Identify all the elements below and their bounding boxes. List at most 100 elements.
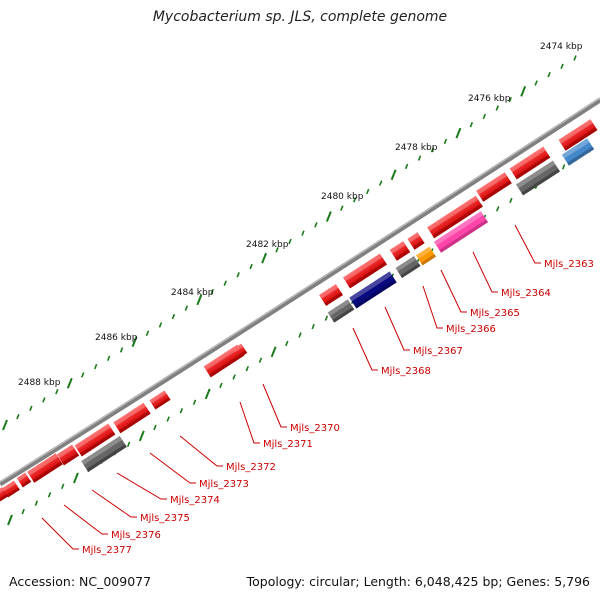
gene-block bbox=[74, 423, 116, 457]
tick-mark bbox=[249, 263, 253, 270]
tick-mark bbox=[404, 163, 409, 170]
tick-mark bbox=[166, 416, 170, 422]
gene-label: Mjls_2368 bbox=[381, 366, 431, 377]
gene-block bbox=[561, 138, 595, 166]
tick-mark bbox=[469, 122, 474, 128]
gene-labels: Mjls_2363 Mjls_2364 Mjls_2365 Mjls_2366 Mjls… bbox=[82, 259, 594, 556]
gene-label: Mjls_2374 bbox=[170, 495, 220, 506]
gene-label: Mjls_2364 bbox=[501, 288, 551, 299]
tick-mark bbox=[298, 332, 302, 338]
map-title: Mycobacterium sp. JLS, complete genome bbox=[152, 9, 448, 25]
gene-block bbox=[0, 487, 9, 503]
tick-mark bbox=[378, 180, 383, 186]
label-leader-line bbox=[262, 383, 287, 428]
tick-mark bbox=[275, 247, 279, 253]
gene-label: Mjls_2373 bbox=[199, 479, 249, 490]
gene-block bbox=[149, 390, 171, 410]
gene-block bbox=[416, 246, 436, 266]
kbp-label: 2480 kbp bbox=[321, 192, 364, 202]
accession-text: Accession: NC_009077 bbox=[9, 574, 152, 589]
kbp-labels: 2474 kbp 2476 kbp 2478 kbp 2480 kbp 2482 kbp… bbox=[18, 42, 583, 388]
tick-mark bbox=[29, 405, 33, 412]
tick-mark bbox=[16, 413, 20, 420]
gene-block bbox=[319, 284, 343, 306]
tick-mark bbox=[495, 105, 499, 111]
tick-mark bbox=[145, 330, 150, 336]
tick-mark bbox=[430, 147, 435, 153]
tick-mark bbox=[66, 377, 73, 389]
tick-mark bbox=[561, 164, 566, 170]
tick-mark bbox=[270, 346, 277, 358]
gene-features bbox=[0, 119, 598, 503]
gene-block bbox=[558, 119, 598, 151]
label-leader-line bbox=[384, 306, 410, 351]
tick-mark bbox=[7, 514, 13, 526]
gene-label: Mjls_2365 bbox=[470, 308, 520, 319]
gene-block bbox=[343, 253, 387, 289]
tick-mark bbox=[223, 280, 227, 286]
genome-backbone-highlight bbox=[0, 97, 600, 483]
tick-mark bbox=[184, 305, 189, 311]
tick-mark bbox=[192, 399, 197, 405]
tick-mark bbox=[417, 155, 422, 161]
kbp-label: 2482 kbp bbox=[246, 240, 289, 250]
gene-block bbox=[516, 160, 560, 196]
gene-block bbox=[203, 344, 245, 378]
tick-mark bbox=[508, 97, 512, 103]
tick-mark bbox=[55, 388, 59, 395]
tick-mark bbox=[47, 492, 52, 498]
label-leader-line bbox=[352, 327, 378, 371]
tick-mark bbox=[520, 85, 527, 97]
tick-mark bbox=[196, 294, 203, 306]
tick-mark bbox=[482, 113, 487, 120]
tick-mark bbox=[93, 363, 98, 370]
label-leader-line bbox=[239, 401, 260, 444]
tick-mark bbox=[288, 238, 292, 245]
gene-block bbox=[395, 255, 421, 279]
gene-block bbox=[389, 241, 411, 261]
tick-mark bbox=[72, 472, 79, 484]
tick-mark bbox=[232, 374, 236, 380]
tick-mark bbox=[158, 322, 163, 328]
tick-mark bbox=[261, 252, 268, 264]
gene-block bbox=[433, 211, 489, 253]
gene-block bbox=[2, 480, 20, 498]
gene-label: Mjls_2363 bbox=[544, 259, 594, 270]
tick-mark bbox=[245, 365, 249, 372]
gene-block bbox=[327, 299, 355, 323]
tick-mark bbox=[34, 500, 39, 506]
tick-mark bbox=[236, 272, 240, 278]
gene-label: Mjls_2372 bbox=[226, 462, 276, 473]
gene-block bbox=[232, 343, 248, 359]
tick-mark bbox=[301, 230, 305, 236]
tick-mark bbox=[179, 407, 184, 414]
gene-block bbox=[81, 436, 127, 472]
tick-mark bbox=[324, 315, 329, 321]
tick-mark bbox=[285, 340, 289, 347]
tick-mark bbox=[131, 336, 138, 347]
kbp-label: 2486 kbp bbox=[95, 333, 138, 343]
kbp-label: 2484 kbp bbox=[171, 288, 214, 298]
tick-mark bbox=[81, 372, 85, 378]
kbp-label: 2488 kbp bbox=[18, 378, 61, 388]
tick-mark bbox=[443, 138, 448, 145]
label-leader-line bbox=[514, 224, 541, 264]
tick-mark bbox=[2, 419, 8, 431]
kbp-label: 2478 kbp bbox=[395, 143, 438, 153]
label-leader-line bbox=[91, 489, 137, 518]
label-leader-line bbox=[472, 251, 498, 293]
tick-mark bbox=[534, 80, 538, 86]
label-leaders bbox=[41, 224, 541, 550]
gene-block bbox=[427, 195, 483, 239]
gene-block bbox=[407, 232, 425, 250]
tick-mark bbox=[325, 211, 332, 222]
gene-block bbox=[27, 453, 63, 483]
label-leader-line bbox=[149, 452, 196, 484]
genome-backbone bbox=[0, 97, 600, 487]
tick-mark bbox=[509, 197, 513, 204]
label-leader-line bbox=[116, 472, 167, 500]
gene-block bbox=[113, 402, 151, 434]
tick-mark bbox=[311, 323, 315, 330]
kbp-label: 2474 kbp bbox=[540, 42, 583, 52]
tick-mark bbox=[340, 205, 344, 211]
